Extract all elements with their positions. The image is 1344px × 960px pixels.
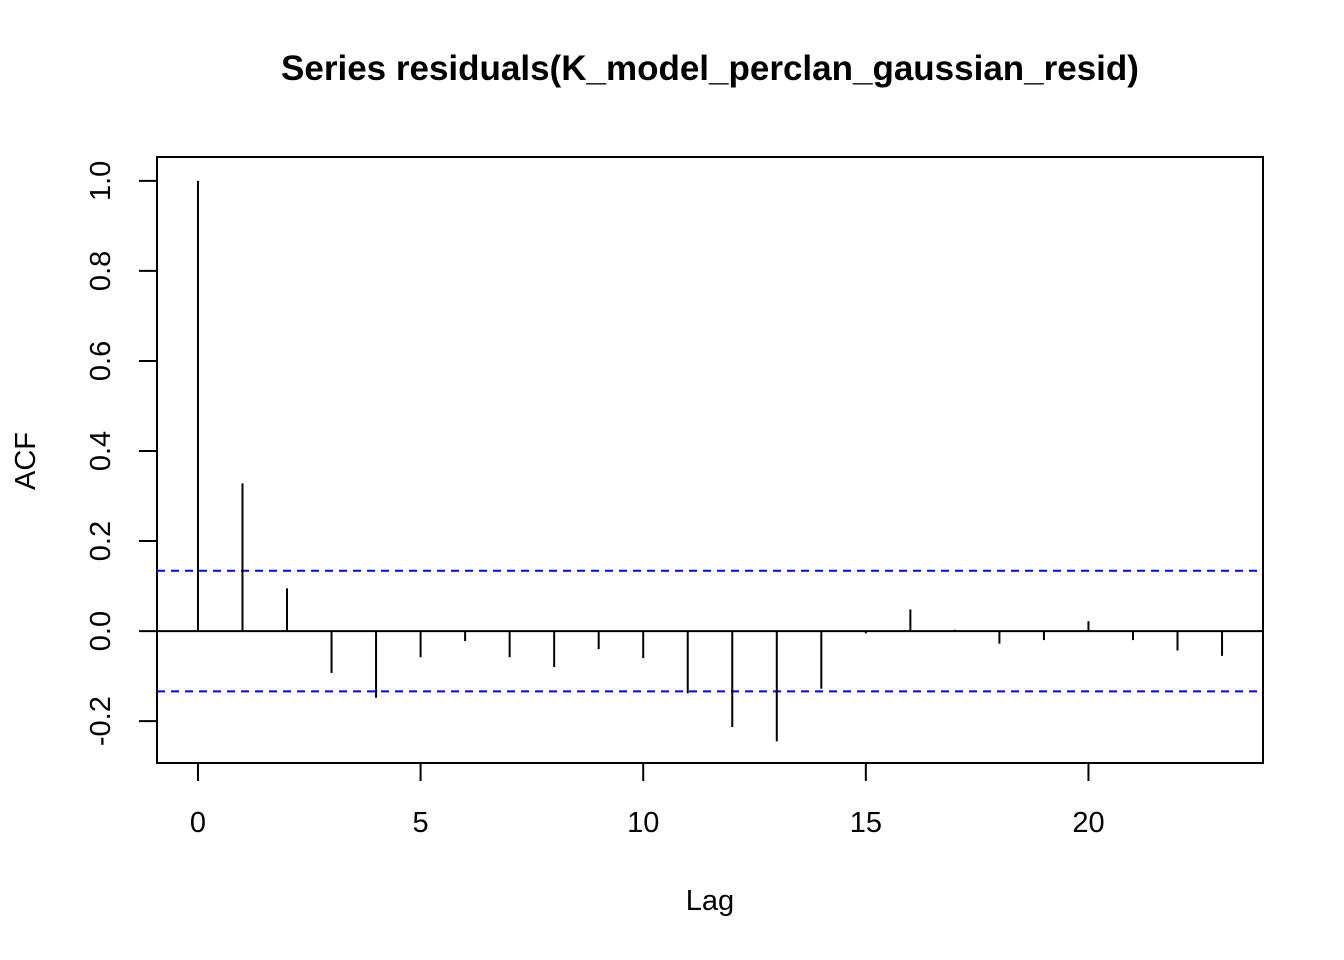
x-axis-label: Lag — [686, 885, 734, 917]
acf-marks — [157, 180, 1263, 742]
x-tick-label: 0 — [190, 807, 206, 839]
x-tick-label: 10 — [627, 807, 659, 839]
y-tick-label: -0.2 — [85, 696, 117, 746]
x-tick-label: 5 — [413, 807, 429, 839]
y-tick-label: 0.4 — [85, 431, 117, 471]
y-axis-label: ACF — [10, 432, 42, 490]
y-tick-label: 1.0 — [85, 161, 117, 201]
x-tick-label: 20 — [1072, 807, 1104, 839]
y-tick-label: 0.8 — [85, 251, 117, 291]
x-tick-label: 15 — [850, 807, 882, 839]
y-tick-label: 0.2 — [85, 521, 117, 561]
y-axis: -0.2 0.0 0.2 0.4 0.6 0.8 1.0 — [85, 161, 158, 746]
plot-frame — [156, 156, 1264, 764]
x-axis: 0 5 10 15 20 — [190, 762, 1105, 839]
y-tick-label: 0.0 — [85, 611, 117, 651]
chart-title: Series residuals(K_model_perclan_gaussia… — [281, 49, 1139, 88]
y-tick-label: 0.6 — [85, 341, 117, 381]
